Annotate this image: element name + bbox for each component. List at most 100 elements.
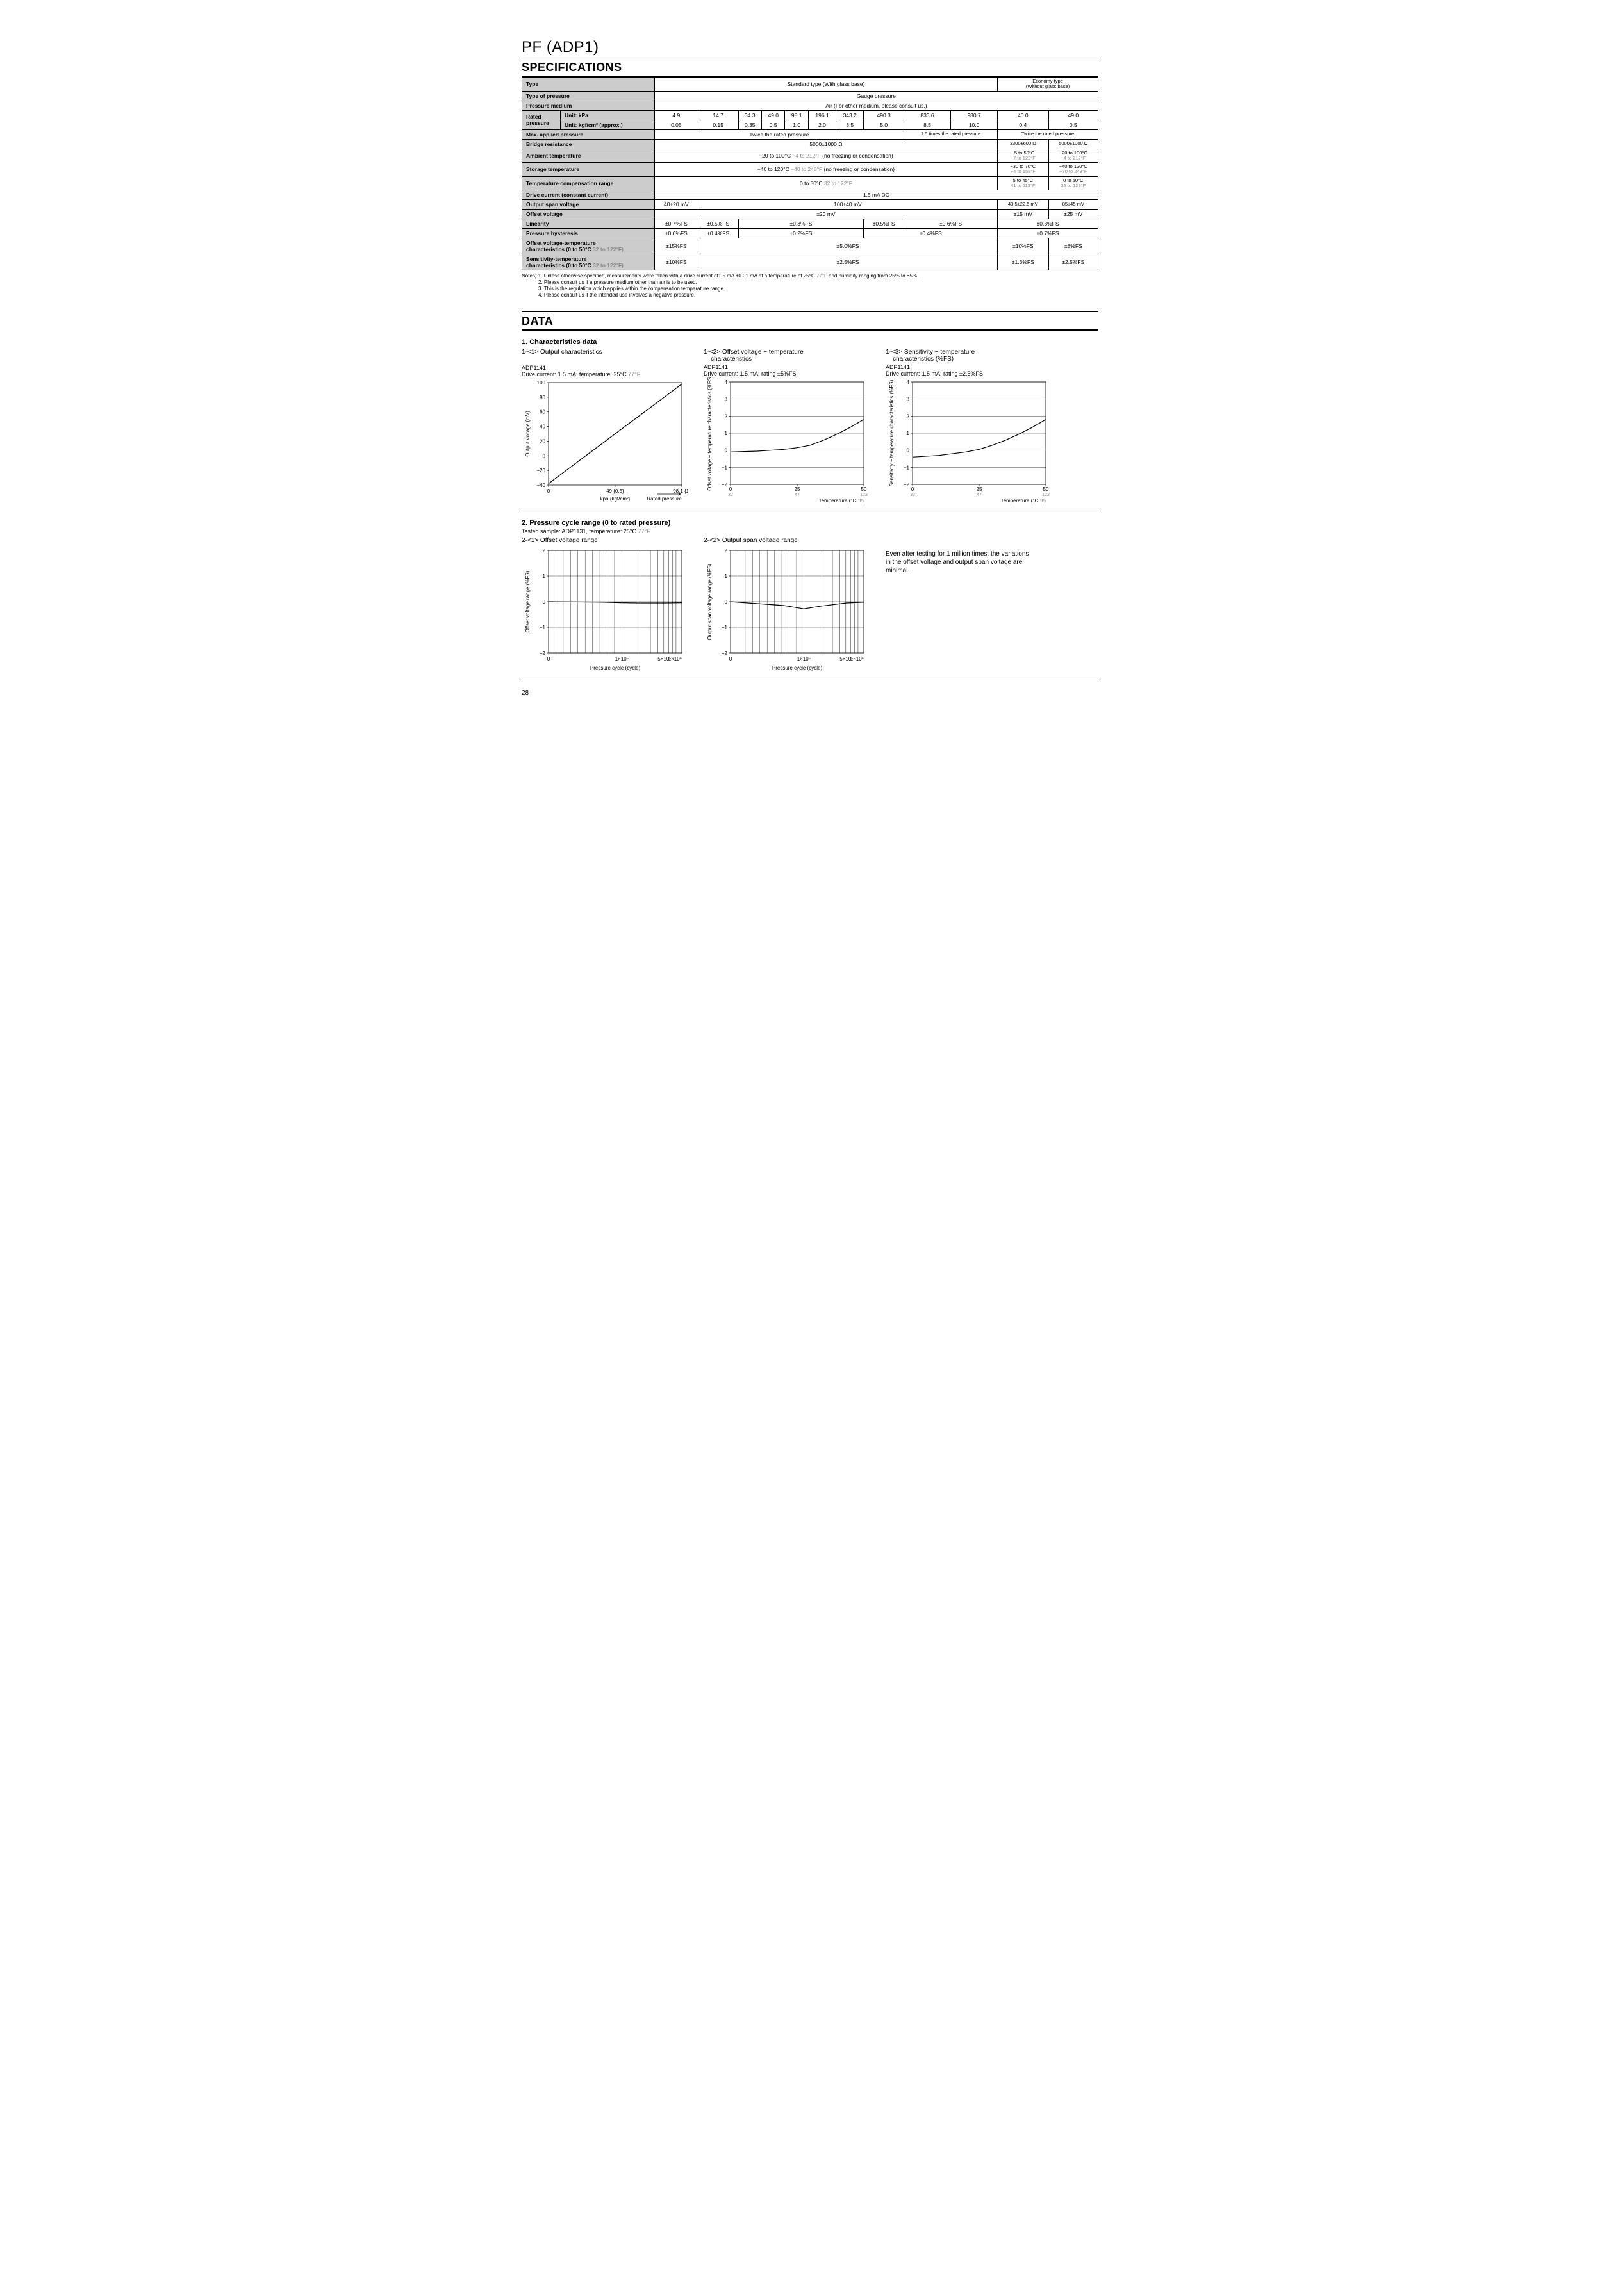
charts2-head: 2. Pressure cycle range (0 to rated pres… xyxy=(522,519,1098,527)
svg-text:2: 2 xyxy=(725,413,728,419)
cell: ±0.7%FS xyxy=(998,229,1098,238)
svg-text:98.1 {1}: 98.1 {1} xyxy=(673,488,688,494)
cell: 4.9 xyxy=(654,110,698,120)
charts1-head: 1. Characteristics data xyxy=(522,338,1098,346)
svg-text:−1: −1 xyxy=(540,625,546,631)
chart-title: 1-<1> Output characteristics xyxy=(522,349,688,356)
cell: 833.6 xyxy=(904,110,950,120)
cell: 490.3 xyxy=(864,110,904,120)
chart-title: 1-<3> Sensitivity − temperature characte… xyxy=(886,349,1052,363)
chart-row-1: 1-<1> Output characteristics ADP1141 Dri… xyxy=(522,349,1098,506)
cell: 40.0 xyxy=(998,110,1048,120)
chart-desc: Drive current: 1.5 mA; temperature: 25°C… xyxy=(522,371,688,377)
rule xyxy=(522,311,1098,312)
cell: ±0.4%FS xyxy=(864,229,998,238)
svg-text:0: 0 xyxy=(547,488,550,494)
cell: 43.5±22.5 mV xyxy=(998,200,1048,210)
svg-text:0: 0 xyxy=(547,656,550,662)
svg-text:47: 47 xyxy=(795,493,800,497)
cell: Economy type(Without glass base) xyxy=(998,78,1098,92)
chart-desc: Drive current: 1.5 mA; rating ±2.5%FS xyxy=(886,370,1052,377)
cell: ±10%FS xyxy=(998,238,1048,254)
cell: 8.5 xyxy=(904,120,950,129)
page-number: 28 xyxy=(522,690,1098,697)
svg-text:−2: −2 xyxy=(722,482,728,488)
cell: 49.0 xyxy=(1048,110,1098,120)
cell: 0.5 xyxy=(1048,120,1098,129)
svg-text:4: 4 xyxy=(725,379,728,385)
cell: 0.05 xyxy=(654,120,698,129)
row-lab: Sensitivity-temperaturecharacteristics (… xyxy=(522,254,655,270)
cell: 1.5 mA DC xyxy=(654,190,1098,200)
row-lab: Unit: kPa xyxy=(561,110,655,120)
svg-text:−2: −2 xyxy=(722,650,728,656)
cell: −30 to 70°C−4 to 158°F xyxy=(998,163,1048,177)
svg-text:3: 3 xyxy=(907,397,910,402)
svg-text:1: 1 xyxy=(725,431,728,436)
svg-text:25: 25 xyxy=(977,486,982,492)
svg-text:kpa {kgf/cm²}: kpa {kgf/cm²} xyxy=(600,496,631,502)
cell: ±0.3%FS xyxy=(738,219,864,229)
svg-text:Offset voltage range (%FS): Offset voltage range (%FS) xyxy=(525,570,531,632)
svg-text:2: 2 xyxy=(543,548,546,554)
svg-text:4: 4 xyxy=(907,379,910,385)
cell: ±15%FS xyxy=(654,238,698,254)
cell: 1.0 xyxy=(785,120,808,129)
cell: 10.0 xyxy=(951,120,998,129)
svg-text:Pressure cycle (cycle): Pressure cycle (cycle) xyxy=(590,665,641,671)
cell: ±2.5%FS xyxy=(1048,254,1098,270)
cell: −20 to 100°C −4 to 212°F (no freezing or… xyxy=(654,149,997,163)
cell: ±25 mV xyxy=(1048,210,1098,219)
row-lab: Type of pressure xyxy=(522,91,655,101)
chart-1-1: −40−20020406080100049 {0.5}98.1 {1}kpa {… xyxy=(522,377,688,506)
cell: 0.35 xyxy=(738,120,761,129)
svg-text:−2: −2 xyxy=(540,650,546,656)
svg-text:1×10⁵: 1×10⁵ xyxy=(615,656,629,662)
svg-text:0: 0 xyxy=(907,448,910,454)
section-specs: SPECIFICATIONS xyxy=(522,61,1098,74)
cell: ±2.5%FS xyxy=(698,254,997,270)
svg-text:80: 80 xyxy=(540,395,545,401)
svg-text:0: 0 xyxy=(543,453,546,459)
svg-text:1×10⁵: 1×10⁵ xyxy=(797,656,811,662)
section-data: DATA xyxy=(522,315,1098,328)
cell: 0 to 50°C32 to 122°F xyxy=(1048,176,1098,190)
svg-text:60: 60 xyxy=(540,409,545,415)
row-lab: Ambient temperature xyxy=(522,149,655,163)
row-lab: Storage temperature xyxy=(522,163,655,177)
cell: 49.0 xyxy=(761,110,784,120)
chart-title: 2-<1> Offset voltage range xyxy=(522,537,688,544)
cell: ±0.5%FS xyxy=(864,219,904,229)
cell: ±20 mV xyxy=(654,210,997,219)
svg-text:1×10⁶: 1×10⁶ xyxy=(850,656,864,662)
svg-text:Temperature (°C °F): Temperature (°C °F) xyxy=(819,498,864,504)
cell: 98.1 xyxy=(785,110,808,120)
cell: 1.5 times the rated pressure xyxy=(904,129,997,139)
row-lab: Drive current (constant current) xyxy=(522,190,655,200)
cell: 100±40 mV xyxy=(698,200,997,210)
cell: −5 to 50°C−7 to 122°F xyxy=(998,149,1048,163)
svg-text:2: 2 xyxy=(907,413,910,419)
svg-text:0: 0 xyxy=(729,656,732,662)
svg-text:40: 40 xyxy=(540,424,545,430)
cell: 3300±600 Ω xyxy=(998,139,1048,149)
cell: Twice the rated pressure xyxy=(654,129,904,139)
cell: 5 to 45°C41 to 113°F xyxy=(998,176,1048,190)
cell: 5000±1000 Ω xyxy=(1048,139,1098,149)
svg-text:122: 122 xyxy=(860,493,868,497)
cell: ±5.0%FS xyxy=(698,238,997,254)
svg-text:20: 20 xyxy=(540,438,545,444)
row-lab: Pressure hysteresis xyxy=(522,229,655,238)
row-lab: Pressure medium xyxy=(522,101,655,110)
chart-2-2: −2−101201×10⁵5×10⁵1×10⁶Pressure cycle (c… xyxy=(704,545,870,673)
cell: Gauge pressure xyxy=(654,91,1098,101)
cell: 980.7 xyxy=(951,110,998,120)
cell: 40±20 mV xyxy=(654,200,698,210)
svg-text:1: 1 xyxy=(543,574,546,579)
svg-text:1: 1 xyxy=(907,431,910,436)
cell: 0.5 xyxy=(761,120,784,129)
chart-model: ADP1141 xyxy=(522,365,688,371)
svg-text:−1: −1 xyxy=(904,465,910,470)
svg-text:0: 0 xyxy=(911,486,914,492)
cell: 34.3 xyxy=(738,110,761,120)
